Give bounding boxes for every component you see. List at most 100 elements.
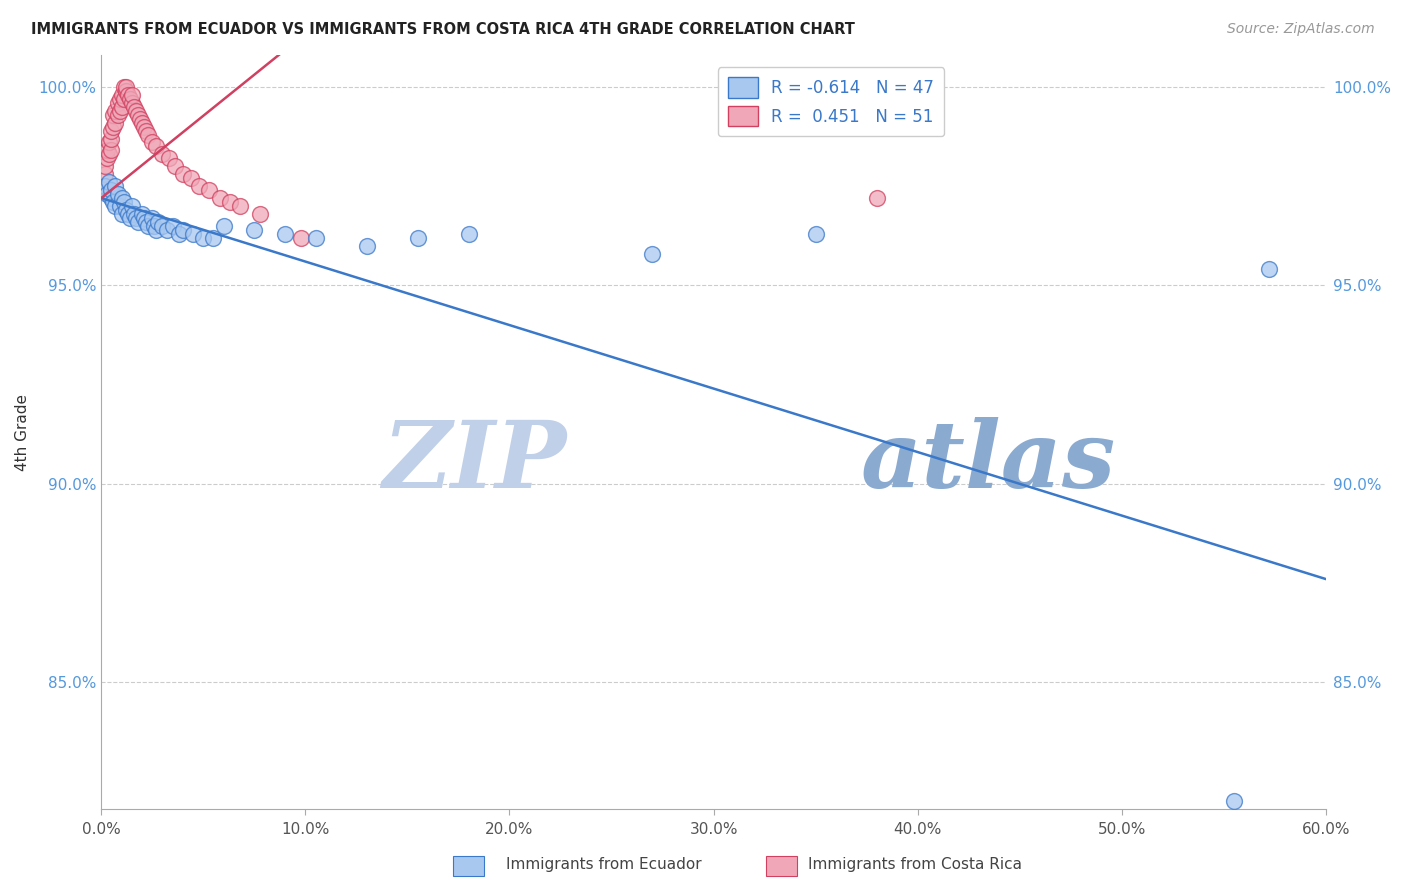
Point [148,215,170,229]
Point [145,139,167,153]
Point [131,115,153,129]
Point [110,100,132,114]
Point [152,219,174,233]
Point [132,120,155,134]
Point [94,179,117,194]
Point [125,211,148,225]
Point [108,92,131,106]
Text: Immigrants from Ecuador: Immigrants from Ecuador [506,857,702,872]
Legend: R = -0.614   N = 47, R =  0.451   N = 51: R = -0.614 N = 47, R = 0.451 N = 51 [718,67,945,136]
Point [122,100,145,114]
Point [181,227,204,241]
Point [104,199,127,213]
Point [108,103,131,118]
Point [121,199,143,213]
Text: Immigrants from Costa Rica: Immigrants from Costa Rica [808,857,1022,872]
Point [107,108,129,122]
Point [406,231,429,245]
Point [127,215,149,229]
Point [172,167,194,181]
Point [96,187,118,202]
Point [136,128,159,142]
Point [125,103,148,118]
Point [172,223,194,237]
Point [193,231,215,245]
Point [229,199,252,213]
Y-axis label: 4th Grade: 4th Grade [15,393,30,471]
Point [304,231,326,245]
Point [110,207,132,221]
Point [98,147,121,161]
Point [122,207,145,221]
Text: atlas: atlas [860,417,1116,508]
Text: IMMIGRANTS FROM ECUADOR VS IMMIGRANTS FROM COSTA RICA 4TH GRADE CORRELATION CHAR: IMMIGRANTS FROM ECUADOR VS IMMIGRANTS FR… [31,22,855,37]
Point [112,194,135,209]
Point [167,227,190,241]
Point [188,179,211,194]
Point [94,159,117,173]
Point [162,219,184,233]
Point [108,199,131,213]
Point [290,231,312,245]
Point [356,238,378,252]
Point [103,194,125,209]
Point [117,87,139,102]
Point [136,219,159,233]
Point [198,183,221,197]
Text: ZIP: ZIP [382,417,567,508]
Point [152,147,174,161]
Point [141,211,163,225]
Point [114,202,136,217]
Point [1257,262,1279,277]
Point [866,191,889,205]
Point [249,207,271,221]
Point [103,120,125,134]
Point [100,183,122,197]
Point [107,95,129,110]
Point [98,136,121,150]
Point [1223,794,1246,808]
Point [114,79,136,94]
Point [131,207,153,221]
Point [804,227,827,241]
Point [145,223,167,237]
Point [100,123,122,137]
Point [157,152,180,166]
Point [155,223,177,237]
Point [112,79,135,94]
Point [274,227,297,241]
Point [218,194,240,209]
Point [96,152,118,166]
Point [129,112,152,126]
Point [100,191,122,205]
Point [132,211,155,225]
Point [143,219,166,233]
Point [100,144,122,158]
Point [104,103,127,118]
Point [180,171,202,186]
Point [100,131,122,145]
Point [127,108,149,122]
Point [110,87,132,102]
Point [91,179,114,194]
Point [96,144,118,158]
Point [118,211,141,225]
Point [202,231,225,245]
Point [103,108,125,122]
Point [243,223,266,237]
Point [94,167,117,181]
Point [104,115,127,129]
Point [117,207,139,221]
Point [141,136,163,150]
Point [110,191,132,205]
Point [135,215,157,229]
Point [163,159,186,173]
Point [208,191,231,205]
Text: Source: ZipAtlas.com: Source: ZipAtlas.com [1227,22,1375,37]
Point [121,87,143,102]
Point [121,95,143,110]
Point [107,187,129,202]
Point [98,175,121,189]
Point [135,123,157,137]
Point [114,84,136,98]
